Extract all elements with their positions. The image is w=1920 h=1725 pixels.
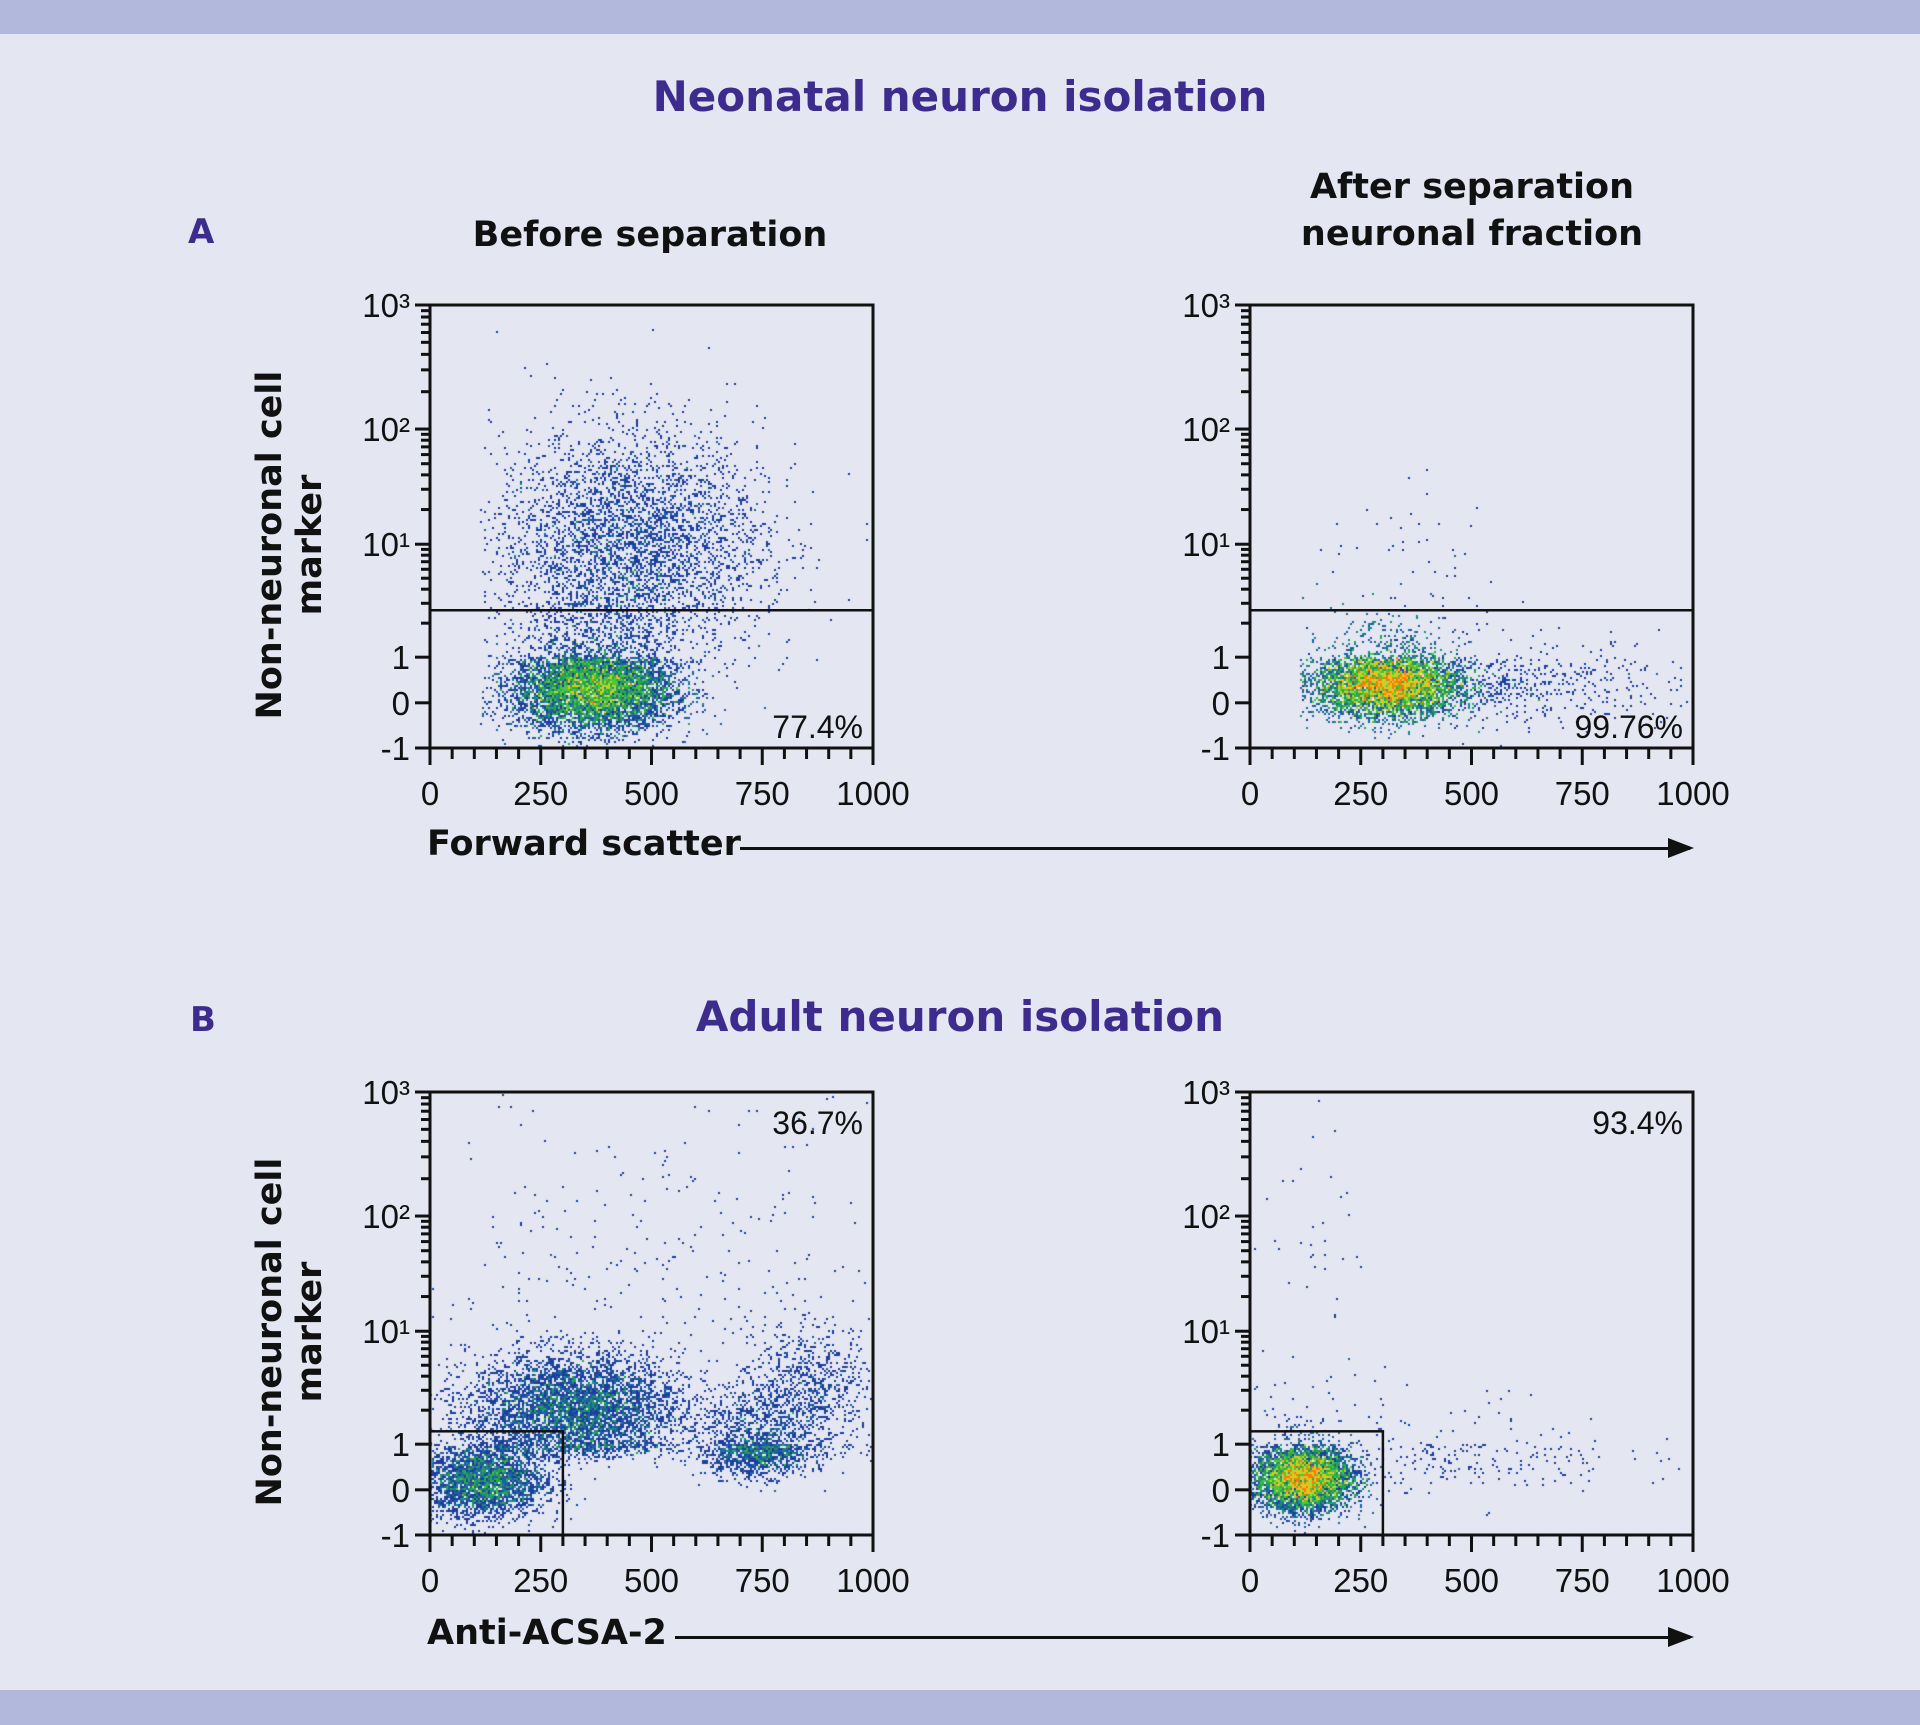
y-tick-label: -1: [381, 1517, 410, 1554]
plot-axes: 0 250 500 750 1000 10³ 10² 10¹ 1 0 -1 93.4%: [1182, 1074, 1729, 1599]
x-tick-label: 0: [1241, 1562, 1259, 1599]
gate-rectangle: [1248, 1430, 1385, 1537]
plot-axes: 0 250 500 750 1000 10³ 10² 10¹ 1 0 -1 99.76%: [1182, 287, 1729, 812]
x-tick-label: 500: [1444, 1562, 1499, 1599]
gate-percent-label: 93.4%: [1592, 1105, 1683, 1141]
x-tick-label: 500: [624, 775, 679, 812]
y-tick-label: 10³: [362, 1074, 410, 1111]
gate-percent-label: 99.76%: [1574, 709, 1683, 745]
y-tick-label: 10²: [362, 1198, 410, 1235]
y-tick-label: 10¹: [362, 526, 410, 563]
x-tick-label: 0: [421, 775, 439, 812]
plot-axes: 0 250 500 750 1000 10³ 10² 10¹ 1 0 -1 36.7%: [362, 1074, 909, 1599]
density-scatter-points: [430, 1092, 873, 1535]
y-tick-label: 1: [392, 1426, 410, 1463]
y-tick-label: 0: [1212, 1472, 1230, 1509]
y-tick-label: 10³: [362, 287, 410, 324]
plot-title-a-right: After separation neuronal fraction: [1172, 164, 1772, 258]
y-tick-label: -1: [381, 730, 410, 767]
plot-a-after: 0 250 500 750 1000 10³ 10² 10¹ 1 0 -1 99.76%: [1182, 287, 1729, 812]
y-tick-label: -1: [1201, 1517, 1230, 1554]
section-a-title: Neonatal neuron isolation: [652, 72, 1268, 121]
x-axis-label-b: Anti-ACSA-2: [427, 1613, 667, 1653]
title-line: neuronal fraction: [1300, 214, 1644, 254]
x-axis-label-a: Forward scatter: [427, 824, 741, 864]
plot-b-after: 0 250 500 750 1000 10³ 10² 10¹ 1 0 -1 93.4%: [1182, 1074, 1729, 1599]
y-tick-label: 10³: [1182, 287, 1230, 324]
x-tick-label: 1000: [1656, 775, 1729, 812]
section-b-title: Adult neuron isolation: [695, 992, 1225, 1041]
gate-percent-label: 77.4%: [772, 709, 863, 745]
gate-rectangle: [428, 1430, 565, 1537]
y-tick-label: 10¹: [1182, 526, 1230, 563]
plot-frame: [428, 1090, 875, 1537]
y-tick-label: 10²: [1182, 411, 1230, 448]
x-tick-label: 0: [421, 1562, 439, 1599]
title-line: After separation: [1309, 167, 1635, 207]
x-tick-label: 750: [1555, 775, 1610, 812]
top-band: [0, 0, 1920, 34]
density-scatter-points: [430, 305, 873, 748]
bottom-band: [0, 1690, 1920, 1725]
x-axis-arrow-a: [740, 838, 1694, 858]
x-axis-arrow-b: [675, 1627, 1694, 1647]
plot-frame: [1248, 303, 1695, 750]
x-tick-label: 250: [1333, 775, 1388, 812]
x-tick-label: 750: [735, 1562, 790, 1599]
x-tick-label: 500: [1444, 775, 1499, 812]
panel-letter-a: A: [188, 212, 215, 252]
x-tick-label: 250: [513, 775, 568, 812]
x-tick-label: 750: [735, 775, 790, 812]
y-tick-label: 1: [1212, 1426, 1230, 1463]
title-line: Before separation: [472, 215, 828, 255]
y-tick-label: 0: [1212, 685, 1230, 722]
x-tick-label: 250: [1333, 1562, 1388, 1599]
x-tick-label: 1000: [836, 1562, 909, 1599]
x-tick-label: 0: [1241, 775, 1259, 812]
y-tick-label: 10²: [362, 411, 410, 448]
y-tick-label: 1: [1212, 639, 1230, 676]
panel-letter-b: B: [190, 1000, 216, 1040]
plot-axes: 0 250 500 750 1000 10³ 10² 10¹ 1 0 -1 77.4%: [362, 287, 909, 812]
density-scatter-points: [1250, 305, 1693, 748]
plot-frame: [1248, 1090, 1695, 1537]
x-tick-label: 1000: [1656, 1562, 1729, 1599]
x-tick-label: 500: [624, 1562, 679, 1599]
plot-b-before: 0 250 500 750 1000 10³ 10² 10¹ 1 0 -1 36.7%: [362, 1074, 909, 1599]
x-tick-label: 250: [513, 1562, 568, 1599]
y-tick-label: -1: [1201, 730, 1230, 767]
y-tick-label: 1: [392, 639, 410, 676]
y-tick-label: 10³: [1182, 1074, 1230, 1111]
density-scatter-points: [1250, 1092, 1693, 1535]
plot-title-a-left: Before separation: [350, 212, 950, 259]
x-tick-label: 1000: [836, 775, 909, 812]
y-tick-label: 10¹: [362, 1313, 410, 1350]
gate-percent-label: 36.7%: [772, 1105, 863, 1141]
y-tick-label: 10²: [1182, 1198, 1230, 1235]
plot-a-before: 0 250 500 750 1000 10³ 10² 10¹ 1 0 -1 77.4%: [362, 287, 909, 812]
y-tick-label: 0: [392, 685, 410, 722]
x-tick-label: 750: [1555, 1562, 1610, 1599]
y-tick-label: 0: [392, 1472, 410, 1509]
y-tick-label: 10¹: [1182, 1313, 1230, 1350]
plot-frame: [428, 303, 875, 750]
